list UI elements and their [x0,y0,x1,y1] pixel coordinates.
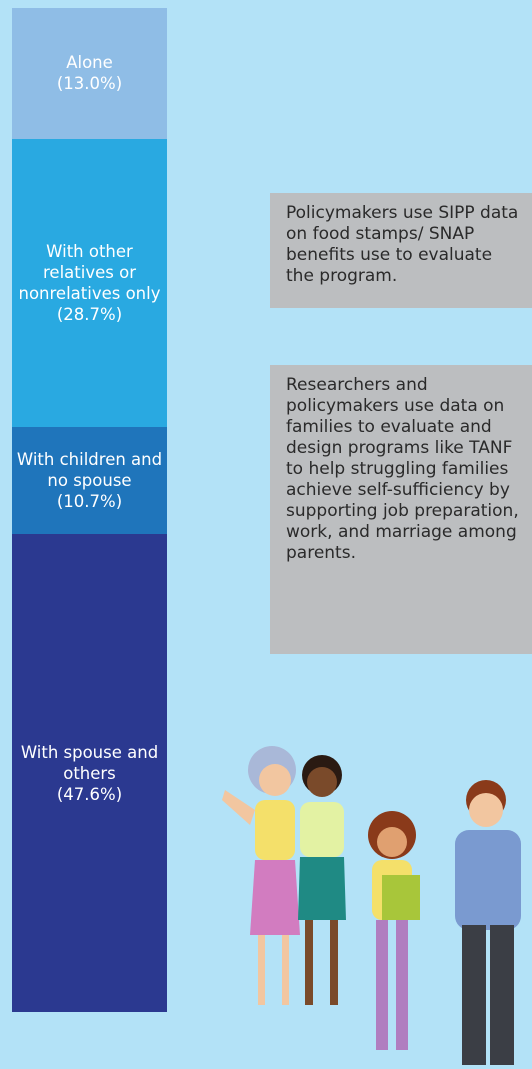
category-label: With other relatives or nonrelatives onl… [14,241,165,304]
segment-label: With spouse and others(47.6%) [14,742,165,805]
category-label: Alone [57,52,122,73]
category-label: With spouse and others [14,742,165,784]
segment-label: Alone(13.0%) [57,52,122,94]
category-label: With children and no spouse [14,449,165,491]
value-label: (47.6%) [14,784,165,805]
bar-segment: With children and no spouse(10.7%) [12,427,167,534]
value-label: (13.0%) [57,73,122,94]
people-illustration [200,730,532,1069]
note-box: Policymakers use SIPP data on food stamp… [270,193,532,308]
value-label: (10.7%) [14,491,165,512]
bar-segment: Alone(13.0%) [12,8,167,139]
value-label: (28.7%) [14,304,165,325]
infographic: Policymakers use SIPP data on food stamp… [0,0,532,1069]
bar-segment: With spouse and others(47.6%) [12,534,167,1012]
segment-label: With other relatives or nonrelatives onl… [14,241,165,325]
segment-label: With children and no spouse(10.7%) [14,449,165,512]
note-box: Researchers and policymakers use data on… [270,365,532,654]
bar-segment: With other relatives or nonrelatives onl… [12,139,167,427]
